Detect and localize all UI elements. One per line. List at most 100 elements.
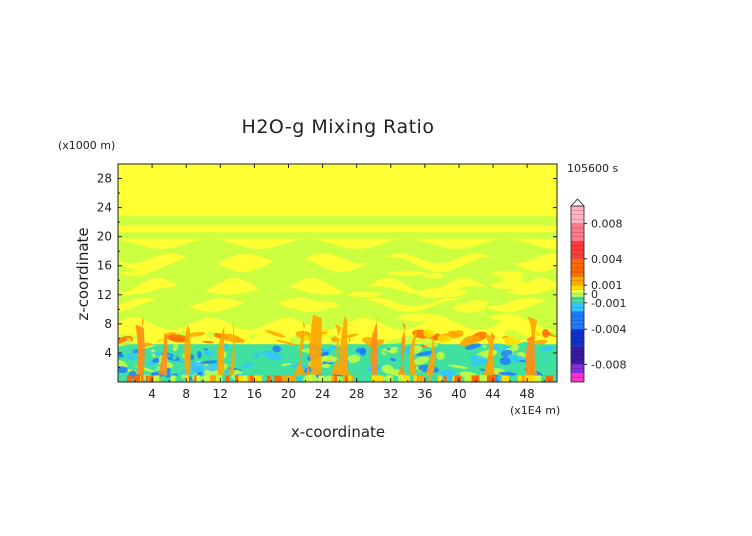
eddy-blob bbox=[542, 328, 550, 338]
eddy-blob bbox=[533, 339, 548, 345]
x-tick-label: 28 bbox=[349, 387, 364, 401]
eddy-blob bbox=[205, 363, 220, 372]
eddy-blob bbox=[241, 363, 254, 369]
surface-cell bbox=[194, 375, 197, 382]
eddy-blob bbox=[254, 351, 260, 359]
eddy-blob bbox=[167, 334, 189, 343]
surface-cell bbox=[211, 375, 214, 382]
surface-cell bbox=[486, 375, 494, 382]
eddy-blob bbox=[503, 338, 521, 345]
surface-cell bbox=[518, 375, 522, 382]
surface-cell bbox=[141, 375, 144, 382]
eddy-blob bbox=[318, 345, 339, 354]
surface-cell bbox=[253, 375, 259, 382]
yellow-patch bbox=[281, 301, 339, 310]
eddy-blob bbox=[413, 356, 429, 365]
yellow-patch bbox=[490, 314, 524, 321]
y-tick-label: 16 bbox=[97, 259, 112, 273]
x-tick-label: 36 bbox=[417, 387, 432, 401]
surface-cell bbox=[331, 375, 335, 382]
convective-plume bbox=[184, 325, 191, 375]
surface-cell bbox=[371, 375, 380, 382]
yellow-patch bbox=[490, 280, 535, 290]
eddy-blob bbox=[242, 368, 249, 374]
eddy-blob bbox=[545, 357, 557, 363]
convective-plume bbox=[330, 323, 342, 375]
convective-plume bbox=[293, 321, 306, 375]
surface-cell bbox=[469, 375, 474, 382]
convective-plume bbox=[340, 335, 351, 375]
y-axis-unit: (x1000 m) bbox=[58, 139, 115, 152]
eddy-blob bbox=[534, 360, 557, 369]
eddy-blob bbox=[203, 348, 209, 351]
eddy-blob bbox=[289, 348, 302, 356]
eddy-blob bbox=[253, 358, 267, 367]
colorbar-label: -0.001 bbox=[591, 297, 626, 310]
surface-cell bbox=[257, 375, 263, 382]
eddy-blob bbox=[172, 343, 178, 352]
x-tick-label: 20 bbox=[281, 387, 296, 401]
surface-cell bbox=[386, 375, 393, 382]
eddy-blob bbox=[346, 354, 361, 364]
yellow-patch bbox=[420, 288, 468, 298]
convective-plume bbox=[425, 334, 435, 375]
surface-cell bbox=[318, 375, 321, 382]
surface-cell bbox=[266, 375, 271, 382]
eddy-blob bbox=[223, 343, 229, 349]
x-tick-label: 4 bbox=[148, 387, 156, 401]
eddy-blob bbox=[326, 335, 336, 339]
surface-cell bbox=[438, 375, 443, 382]
surface-cell bbox=[216, 375, 223, 382]
colorbar-label: 0.008 bbox=[591, 218, 623, 231]
surface-cell bbox=[195, 375, 201, 382]
convective-plume bbox=[217, 325, 225, 375]
surface-cell bbox=[170, 375, 176, 382]
eddy-blob bbox=[390, 358, 396, 362]
heatmap-field bbox=[118, 164, 557, 382]
convective-plume bbox=[304, 330, 311, 375]
eddy-blob bbox=[266, 366, 289, 376]
eddy-blob bbox=[416, 351, 436, 357]
yellow-patch bbox=[397, 313, 444, 322]
plot-frame bbox=[117, 163, 558, 383]
surface-cell bbox=[413, 375, 417, 382]
x-axis-unit: (x1E4 m) bbox=[510, 404, 560, 417]
colorbar-label: -0.008 bbox=[591, 358, 626, 371]
y-tick-label: 12 bbox=[97, 288, 112, 302]
convective-plume bbox=[135, 324, 145, 375]
surface-cell bbox=[225, 375, 230, 382]
surface-cell bbox=[126, 375, 133, 382]
eddy-blob bbox=[470, 355, 488, 365]
convective-plume bbox=[483, 333, 494, 375]
green-band bbox=[118, 216, 557, 225]
eddy-blob bbox=[511, 343, 520, 352]
eddy-blob bbox=[499, 356, 511, 366]
convective-plume bbox=[409, 329, 417, 375]
x-tick-label: 24 bbox=[315, 387, 330, 401]
surface-cell bbox=[471, 375, 480, 382]
eddy-blob bbox=[126, 352, 138, 361]
eddy-blob bbox=[359, 347, 367, 356]
colorbar-swatch bbox=[571, 296, 584, 303]
surface-cell bbox=[376, 375, 383, 382]
y-axis-label: z-coordinate bbox=[74, 227, 92, 320]
surface-cell bbox=[443, 375, 447, 382]
x-tick-label: 44 bbox=[485, 387, 500, 401]
x-tick-label: 32 bbox=[383, 387, 398, 401]
surface-cell bbox=[417, 375, 425, 382]
eddy-blob bbox=[233, 336, 245, 343]
yellow-patch bbox=[347, 291, 382, 298]
convective-plume bbox=[158, 332, 168, 375]
eddy-blob bbox=[436, 335, 451, 343]
surface-cell bbox=[247, 375, 250, 382]
surface-cell bbox=[153, 375, 160, 382]
surface-cell bbox=[398, 375, 404, 382]
colorbar-label: -0.004 bbox=[591, 323, 626, 336]
surface-cell bbox=[535, 375, 542, 382]
surface-cell bbox=[305, 375, 312, 382]
eddy-blob bbox=[140, 344, 157, 350]
eddy-blob bbox=[199, 360, 219, 365]
eddy-blob bbox=[197, 351, 202, 359]
surface-cell bbox=[402, 375, 411, 382]
